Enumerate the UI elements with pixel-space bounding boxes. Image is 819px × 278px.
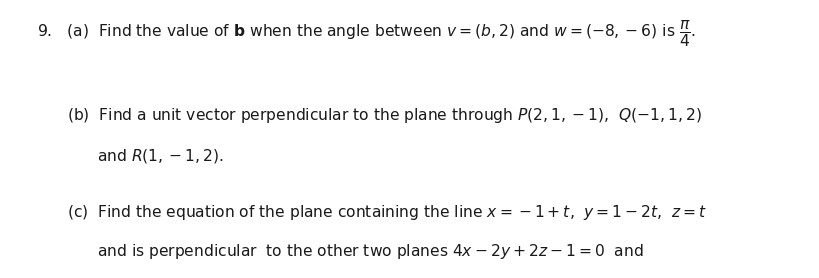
Text: (b)  Find a unit vector perpendicular to the plane through $P(2, 1, -1)$,  $Q(-1: (b) Find a unit vector perpendicular to … [67, 106, 701, 125]
Text: and $R(1, -1, 2)$.: and $R(1, -1, 2)$. [97, 147, 224, 165]
Text: and is perpendicular  to the other two planes $4x - 2y + 2z - 1 = 0$  and: and is perpendicular to the other two pl… [97, 242, 643, 261]
Text: (c)  Find the equation of the plane containing the line $x = -1 + t$,  $y = 1 - : (c) Find the equation of the plane conta… [67, 203, 707, 222]
Text: 9.   (a)  Find the value of $\mathbf{b}$ when the angle between $v = (b, 2)$ and: 9. (a) Find the value of $\mathbf{b}$ wh… [37, 19, 695, 49]
